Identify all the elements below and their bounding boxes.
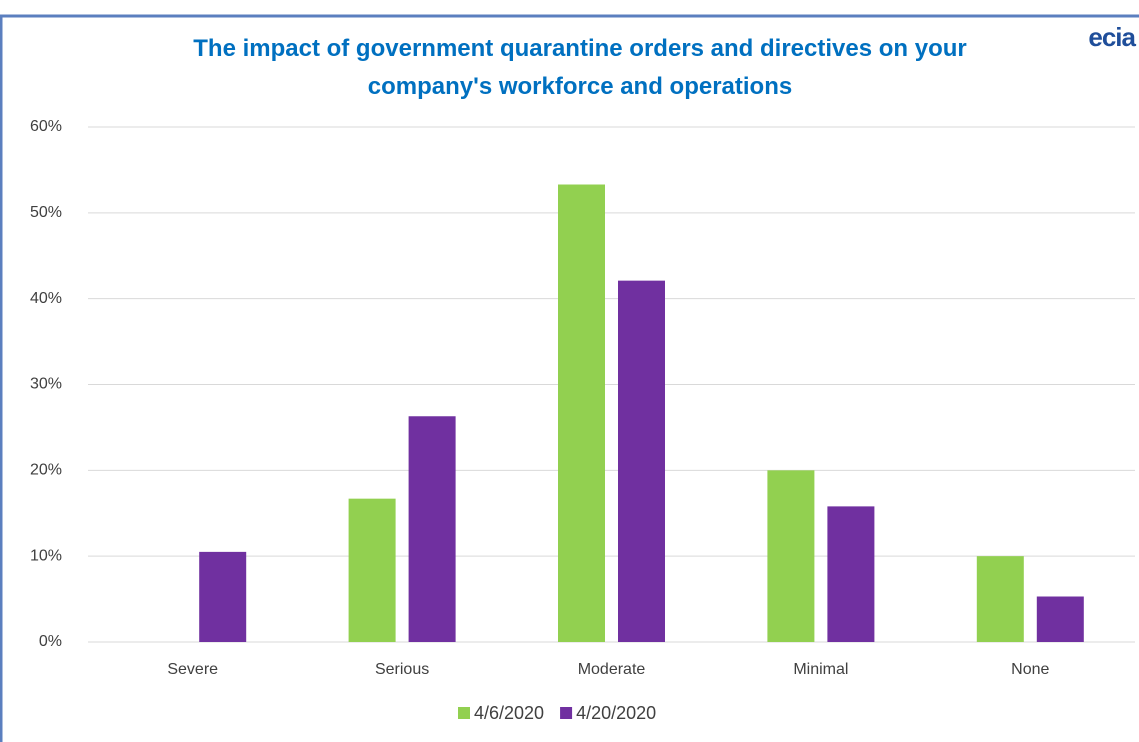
y-tick-label: 40% (30, 290, 62, 307)
y-tick-label: 30% (30, 376, 62, 393)
chart-frame (0, 14, 1139, 742)
legend-swatch (458, 707, 470, 719)
bar (1036, 596, 1084, 642)
bar (618, 280, 665, 642)
chart-title: The impact of government quarantine orde… (193, 35, 967, 100)
y-tick-label: 50% (30, 204, 62, 221)
y-tick-label: 20% (30, 462, 62, 479)
y-tick-label: 0% (39, 633, 62, 650)
bar (408, 416, 456, 642)
legend-label: 4/20/2020 (576, 703, 656, 723)
bar (199, 551, 247, 642)
bar (558, 184, 605, 642)
bar (827, 506, 875, 642)
x-tick-label: Minimal (793, 661, 848, 678)
logo: ecia (1088, 22, 1136, 52)
x-tick-label: Severe (167, 661, 218, 678)
bar (348, 498, 396, 642)
legend-swatch (560, 707, 573, 719)
x-tick-label: None (1011, 661, 1049, 678)
legend-label: 4/6/2020 (474, 703, 544, 723)
x-tick-label: Serious (375, 661, 429, 678)
bar (767, 470, 815, 642)
y-tick-label: 60% (30, 118, 62, 135)
bar (976, 556, 1024, 642)
x-tick-label: Moderate (578, 661, 646, 678)
y-tick-label: 10% (30, 547, 62, 564)
